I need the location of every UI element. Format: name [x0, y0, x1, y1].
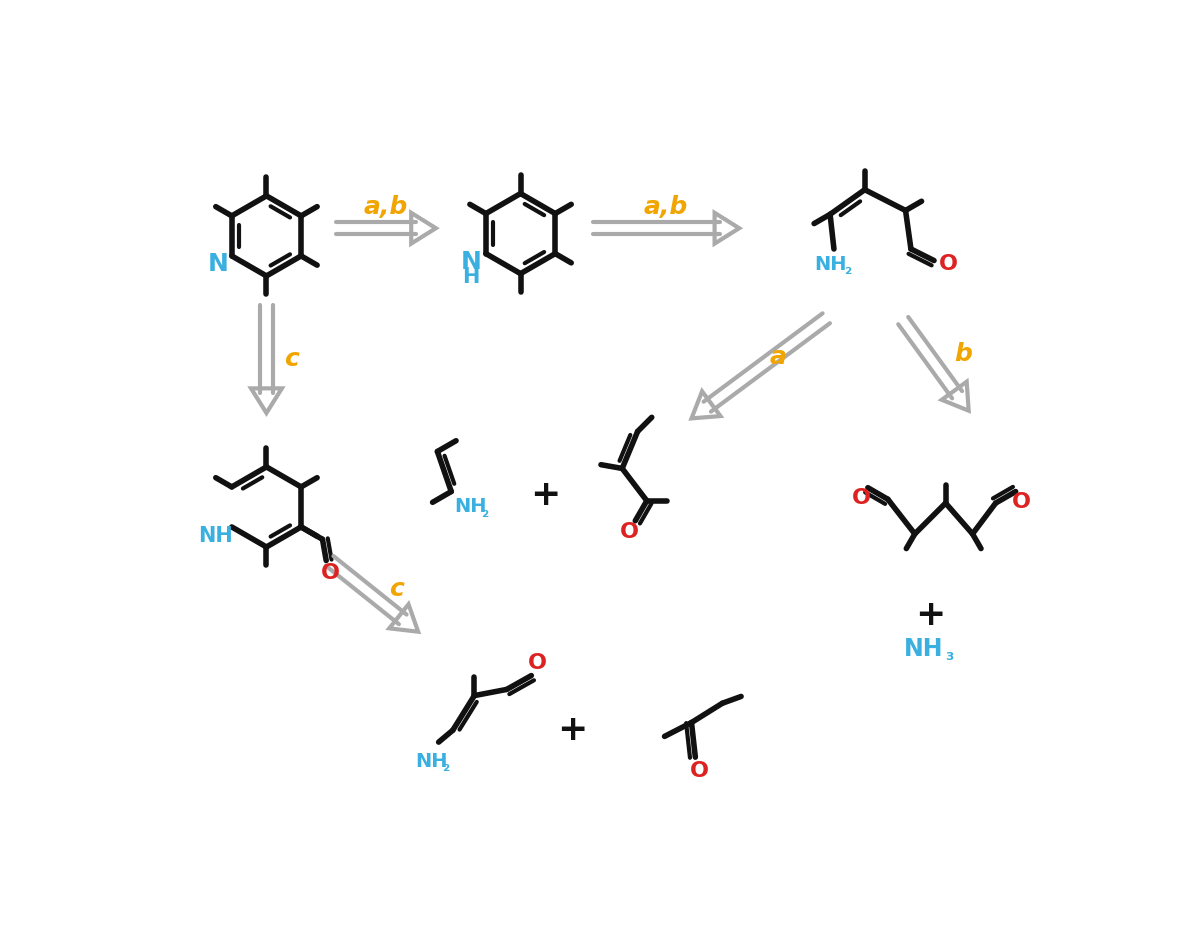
Text: O: O [853, 488, 871, 508]
Text: O: O [690, 761, 709, 781]
Text: a,b: a,b [643, 194, 688, 219]
Text: c: c [283, 347, 299, 371]
Text: O: O [321, 563, 340, 583]
Text: NH: NH [904, 638, 944, 662]
Text: O: O [1012, 492, 1031, 512]
Text: NH: NH [454, 498, 487, 516]
Text: NH: NH [813, 255, 847, 274]
Text: +: + [557, 713, 587, 747]
Text: NH: NH [415, 751, 447, 770]
Text: O: O [527, 653, 547, 673]
Text: NH: NH [199, 526, 233, 546]
Text: ₃: ₃ [945, 645, 953, 664]
Text: +: + [530, 479, 561, 512]
Text: ₂: ₂ [443, 757, 450, 775]
Text: b: b [954, 342, 972, 367]
Text: a: a [770, 345, 787, 368]
Text: H: H [463, 267, 480, 287]
Text: ₂: ₂ [482, 503, 489, 521]
Text: +: + [915, 598, 945, 632]
Text: ₂: ₂ [844, 260, 852, 278]
Text: O: O [939, 254, 958, 274]
Text: O: O [620, 522, 639, 542]
Text: N: N [208, 251, 228, 276]
Text: a,b: a,b [364, 194, 408, 219]
Text: c: c [390, 577, 404, 601]
Text: N: N [460, 250, 482, 274]
